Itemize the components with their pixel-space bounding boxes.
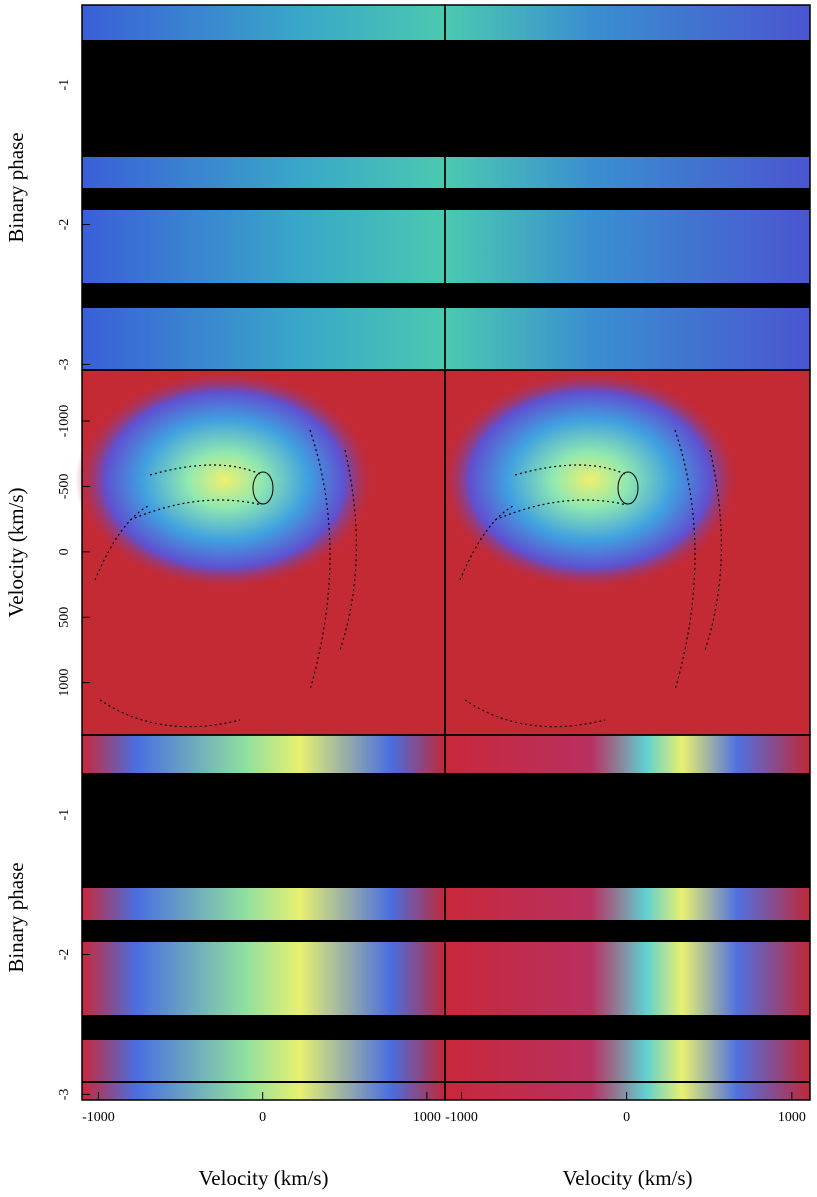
panel-backgrounds	[75, 5, 810, 1100]
y-axis-label: Velocity (km/s)	[4, 487, 28, 617]
x-tick-label: 0	[259, 1110, 266, 1125]
y-axis-label: Binary phase	[4, 132, 28, 242]
y-tick-label: 500	[57, 607, 72, 628]
y-tick-label: -3	[57, 1089, 72, 1101]
x-tick-label: 1000	[413, 1110, 441, 1125]
y-tick-label: -1	[57, 79, 72, 91]
y-tick-label: -2	[57, 219, 72, 231]
panel-frame	[444, 734, 811, 1101]
y-axis-label: Binary phase	[4, 862, 28, 972]
y-tick-label: -500	[57, 474, 72, 500]
y-tick-label: 1000	[57, 669, 72, 697]
y-tick-label: -1000	[57, 405, 72, 438]
x-tick-label: -1000	[82, 1110, 115, 1125]
x-tick-label: 0	[623, 1110, 630, 1125]
x-axis-label: Velocity (km/s)	[562, 1166, 692, 1190]
y-tick-label: 0	[57, 548, 72, 555]
y-tick-label: -1	[57, 809, 72, 821]
y-tick-label: -3	[57, 359, 72, 371]
x-tick-label: -1000	[445, 1110, 478, 1125]
y-tick-label: -2	[57, 949, 72, 961]
x-tick-label: 1000	[778, 1110, 806, 1125]
x-axis-label: Velocity (km/s)	[198, 1166, 328, 1190]
